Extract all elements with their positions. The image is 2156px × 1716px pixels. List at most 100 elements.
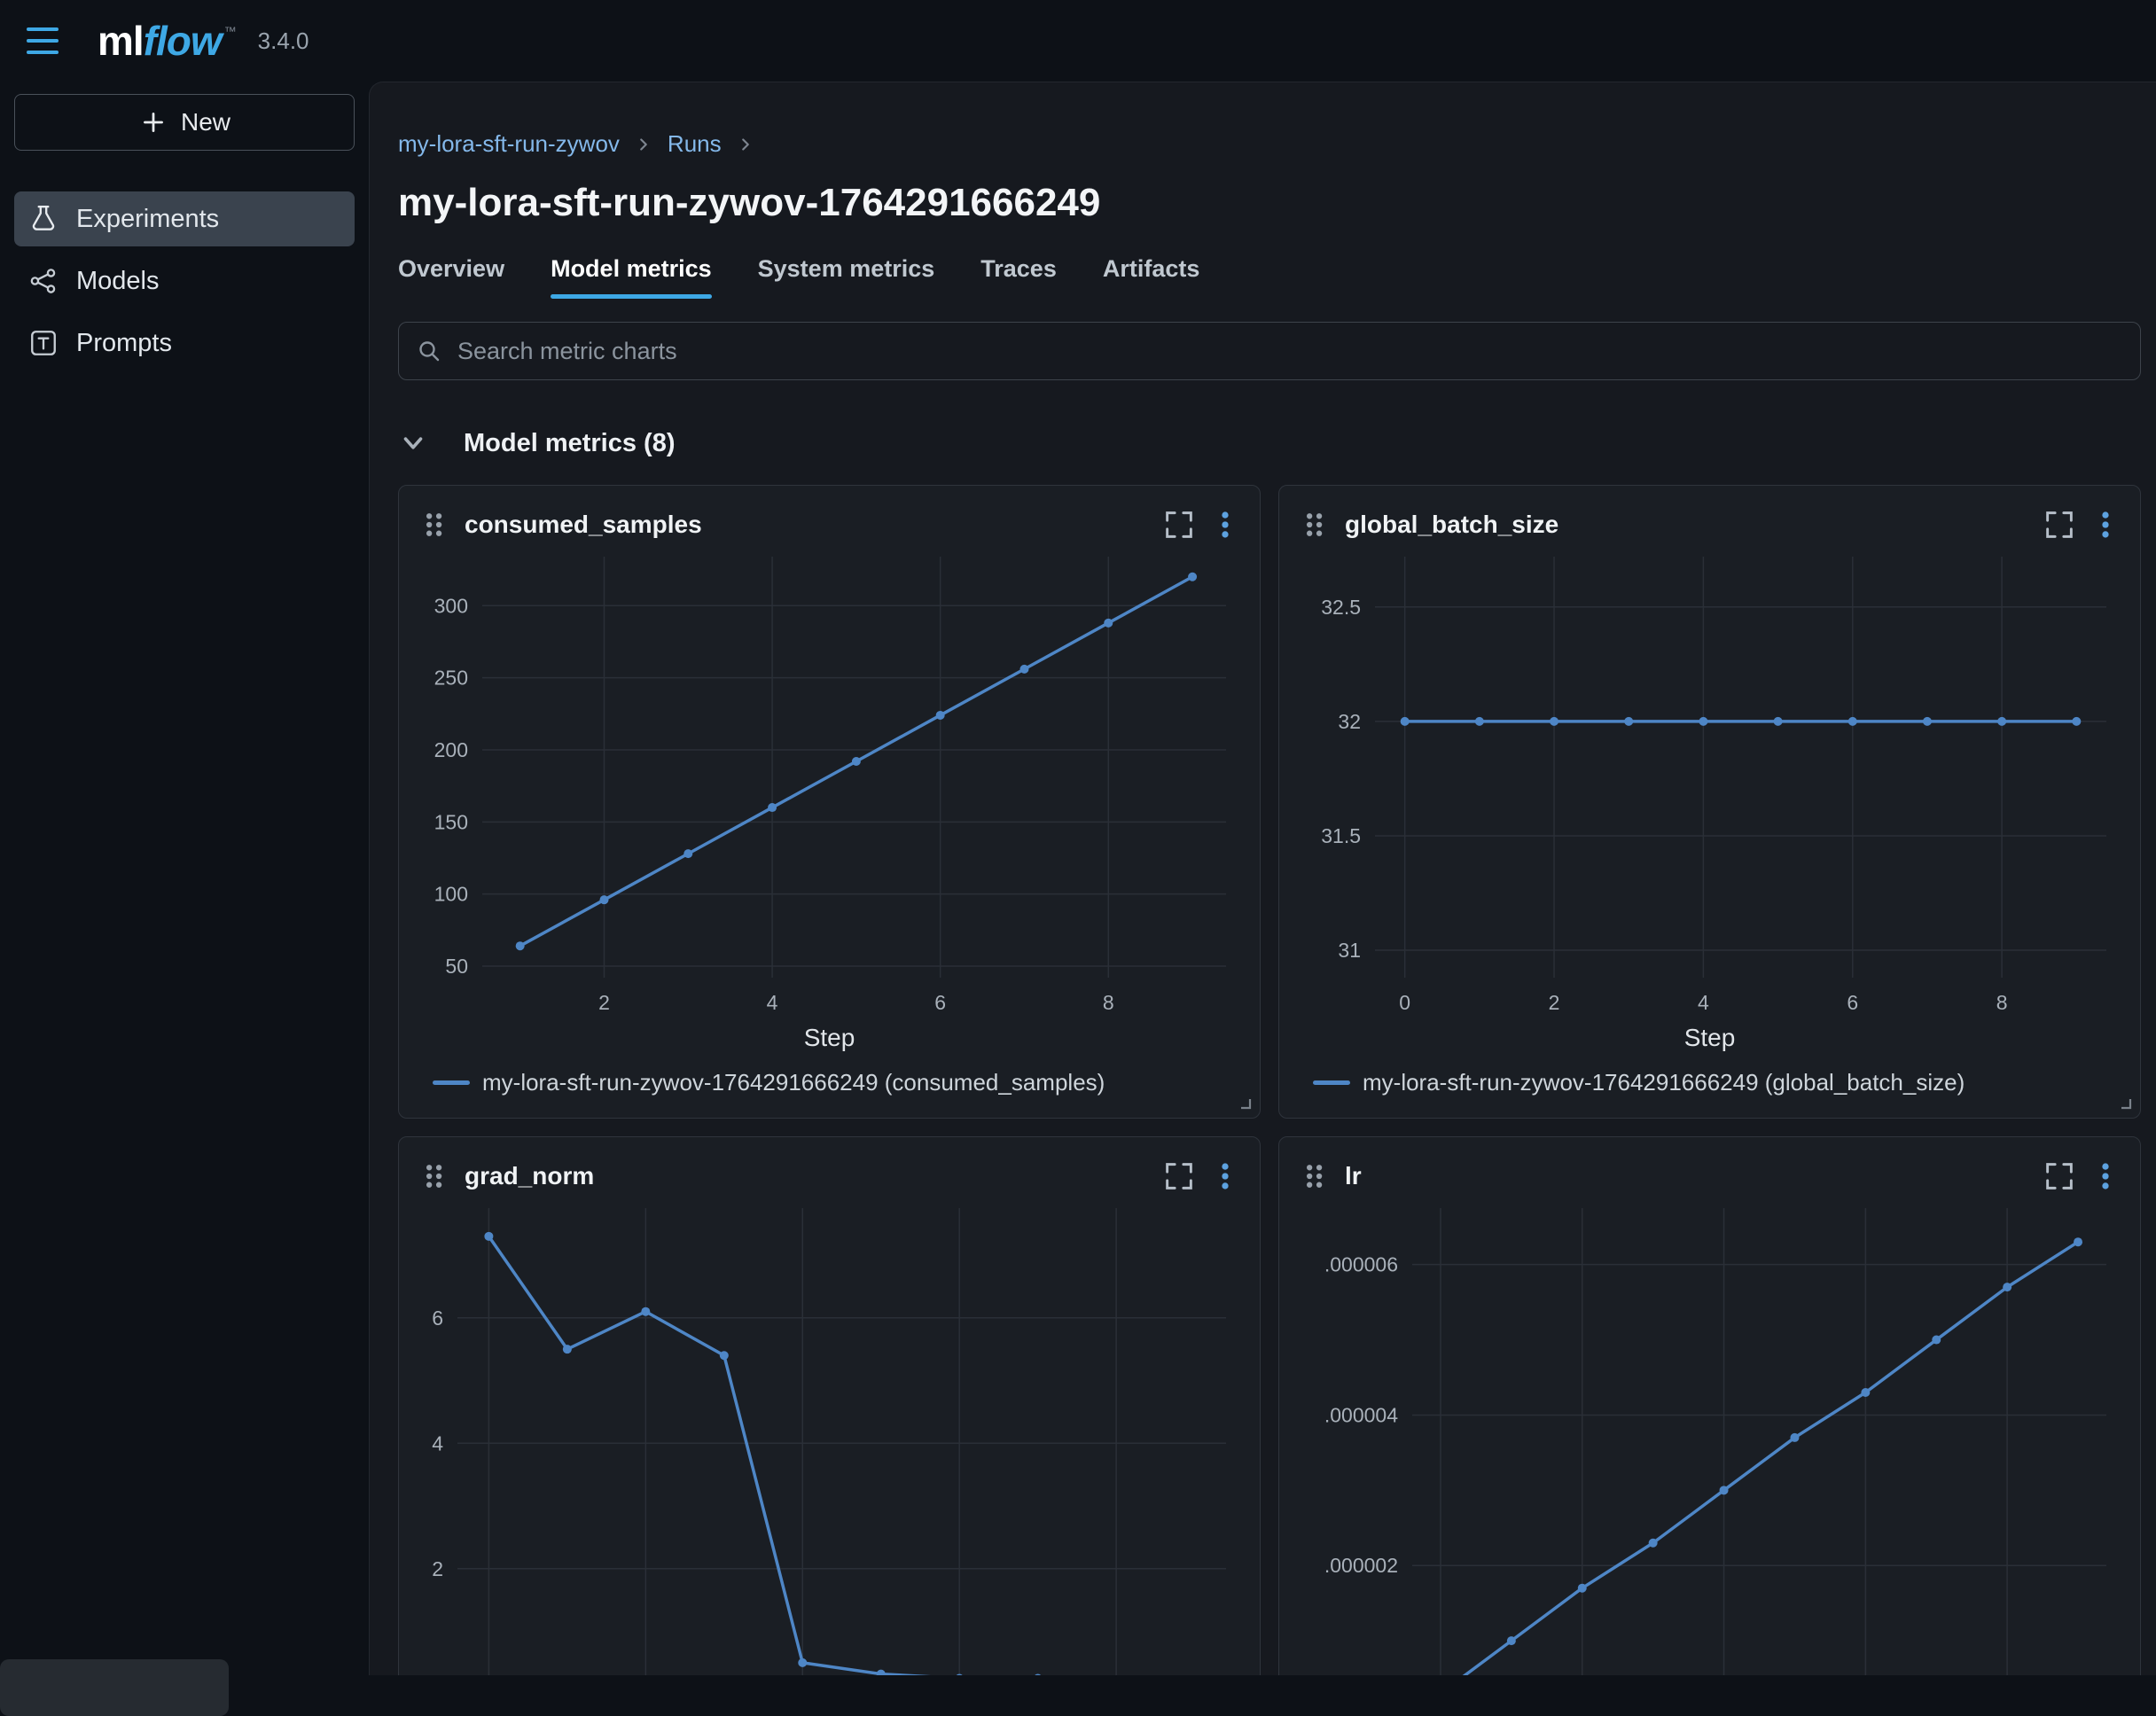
expand-icon[interactable] xyxy=(2044,510,2074,540)
expand-icon[interactable] xyxy=(1164,1161,1194,1191)
sidebar-nav: Experiments Models Prompts xyxy=(14,191,355,370)
sidebar: New Experiments Models Prompts xyxy=(0,82,369,1716)
sidebar-item-prompts[interactable]: Prompts xyxy=(14,316,355,370)
chart-legend: my-lora-sft-run-zywov-1764291666249 (con… xyxy=(418,1059,1240,1105)
svg-text:200: 200 xyxy=(434,738,468,761)
expand-icon[interactable] xyxy=(2044,1161,2074,1191)
prompts-icon xyxy=(31,331,56,355)
chart-title: consumed_samples xyxy=(465,511,702,538)
svg-text:8: 8 xyxy=(1103,991,1114,1014)
tab-bar: Overview Model metrics System metrics Tr… xyxy=(398,255,2141,299)
svg-text:.000004: .000004 xyxy=(1324,1403,1398,1426)
svg-text:2: 2 xyxy=(598,991,610,1014)
tab-overview[interactable]: Overview xyxy=(398,255,505,282)
svg-text:8: 8 xyxy=(1996,991,2008,1014)
svg-text:6: 6 xyxy=(432,1306,443,1330)
top-bar: ml flow ™ 3.4.0 xyxy=(0,0,2156,82)
page-title: my-lora-sft-run-zywov-1764291666249 xyxy=(398,181,1101,224)
chevron-down-icon[interactable] xyxy=(398,428,428,458)
flask-icon xyxy=(32,206,55,230)
drag-handle-icon[interactable] xyxy=(1299,1161,1329,1191)
metric-card-global-batch-size: global_batch_size 0 2 4 6 8 31 31.5 32 32.5 Step… xyxy=(1278,485,2141,1119)
breadcrumb: my-lora-sft-run-zywov Runs xyxy=(398,130,2141,158)
model-metrics-section-header: Model metrics (8) xyxy=(398,428,2141,458)
plus-icon xyxy=(144,113,163,132)
tab-traces[interactable]: Traces xyxy=(980,255,1057,282)
legend-label: my-lora-sft-run-zywov-1764291666249 (con… xyxy=(482,1068,1105,1096)
svg-text:.000002: .000002 xyxy=(1324,1554,1398,1577)
drag-handle-icon[interactable] xyxy=(1299,510,1329,540)
svg-text:300: 300 xyxy=(434,594,468,617)
svg-text:2: 2 xyxy=(1549,991,1560,1014)
x-axis-label: Step xyxy=(803,1024,855,1051)
kebab-menu-icon[interactable] xyxy=(2090,1161,2121,1191)
section-title: Model metrics (8) xyxy=(464,428,676,457)
kebab-menu-icon[interactable] xyxy=(1210,1161,1240,1191)
sidebar-item-label: Prompts xyxy=(76,328,172,357)
svg-text:6: 6 xyxy=(1847,991,1858,1014)
x-axis-label: Step xyxy=(1683,1024,1736,1051)
logo-flow-text: flow xyxy=(143,18,223,64)
svg-text:250: 250 xyxy=(434,667,468,690)
legend-line-swatch xyxy=(433,1080,470,1085)
search-input[interactable] xyxy=(456,336,2122,366)
card-header: lr xyxy=(1299,1155,2121,1197)
kebab-menu-icon[interactable] xyxy=(2090,510,2121,540)
svg-text:31: 31 xyxy=(1338,939,1361,962)
charts-grid: consumed_samples 2 4 6 8 50 100 150 200 250 300 S… xyxy=(398,485,2141,1675)
metric-card-grad-norm: grad_norm 024680246 xyxy=(398,1136,1261,1675)
line-chart-consumed-samples: 2 4 6 8 50 100 150 200 250 300 xyxy=(418,546,1240,1018)
line-chart-grad-norm: 024680246 xyxy=(418,1197,1240,1675)
new-button[interactable]: New xyxy=(14,94,355,151)
chart-title: lr xyxy=(1345,1162,1362,1190)
chevron-right-icon xyxy=(640,137,647,151)
sidebar-item-label: Experiments xyxy=(76,204,220,233)
svg-text:32.5: 32.5 xyxy=(1321,596,1361,619)
card-header: consumed_samples xyxy=(418,503,1240,546)
resize-handle-icon[interactable] xyxy=(2117,1095,2133,1111)
svg-text:100: 100 xyxy=(434,883,468,906)
svg-text:150: 150 xyxy=(434,810,468,833)
svg-text:4: 4 xyxy=(1698,991,1709,1014)
metric-search-box xyxy=(398,322,2141,380)
sidebar-item-experiments[interactable]: Experiments xyxy=(14,191,355,246)
models-network-icon xyxy=(30,269,56,293)
metric-card-consumed-samples: consumed_samples 2 4 6 8 50 100 150 200 250 300 S… xyxy=(398,485,1261,1119)
breadcrumb-experiment-link[interactable]: my-lora-sft-run-zywov xyxy=(398,130,620,157)
sidebar-footer-strip xyxy=(0,1659,229,1716)
chevron-right-icon xyxy=(741,137,749,151)
new-button-label: New xyxy=(180,108,230,136)
app-version: 3.4.0 xyxy=(257,27,309,54)
sidebar-item-models[interactable]: Models xyxy=(14,254,355,308)
tab-artifacts[interactable]: Artifacts xyxy=(1102,255,1200,282)
trademark-symbol: ™ xyxy=(223,24,237,38)
svg-text:6: 6 xyxy=(934,991,946,1014)
drag-handle-icon[interactable] xyxy=(418,510,449,540)
chart-legend: my-lora-sft-run-zywov-1764291666249 (glo… xyxy=(1299,1059,2121,1105)
legend-line-swatch xyxy=(1313,1080,1350,1085)
tab-model-metrics[interactable]: Model metrics xyxy=(551,255,712,299)
hamburger-menu-icon[interactable] xyxy=(27,21,66,60)
drag-handle-icon[interactable] xyxy=(418,1161,449,1191)
resize-handle-icon[interactable] xyxy=(1237,1095,1253,1111)
svg-text:4: 4 xyxy=(767,991,778,1014)
line-chart-global-batch-size: 0 2 4 6 8 31 31.5 32 32.5 xyxy=(1299,546,2121,1018)
tab-system-metrics[interactable]: System metrics xyxy=(757,255,935,282)
sidebar-item-label: Models xyxy=(76,266,160,295)
card-header: global_batch_size xyxy=(1299,503,2121,546)
search-icon xyxy=(419,341,440,362)
legend-label: my-lora-sft-run-zywov-1764291666249 (glo… xyxy=(1363,1068,1965,1096)
card-header: grad_norm xyxy=(418,1155,1240,1197)
logo-ml-text: ml xyxy=(98,18,145,64)
mlflow-logo: ml flow ™ xyxy=(98,17,237,65)
breadcrumb-runs-link[interactable]: Runs xyxy=(667,130,722,157)
svg-text:32: 32 xyxy=(1338,710,1361,733)
chart-title: grad_norm xyxy=(465,1162,595,1190)
svg-text:.000006: .000006 xyxy=(1324,1253,1398,1276)
svg-text:0: 0 xyxy=(1399,991,1410,1014)
kebab-menu-icon[interactable] xyxy=(1210,510,1240,540)
expand-icon[interactable] xyxy=(1164,510,1194,540)
main-content: my-lora-sft-run-zywov Runs my-lora-sft-r… xyxy=(369,82,2156,1675)
